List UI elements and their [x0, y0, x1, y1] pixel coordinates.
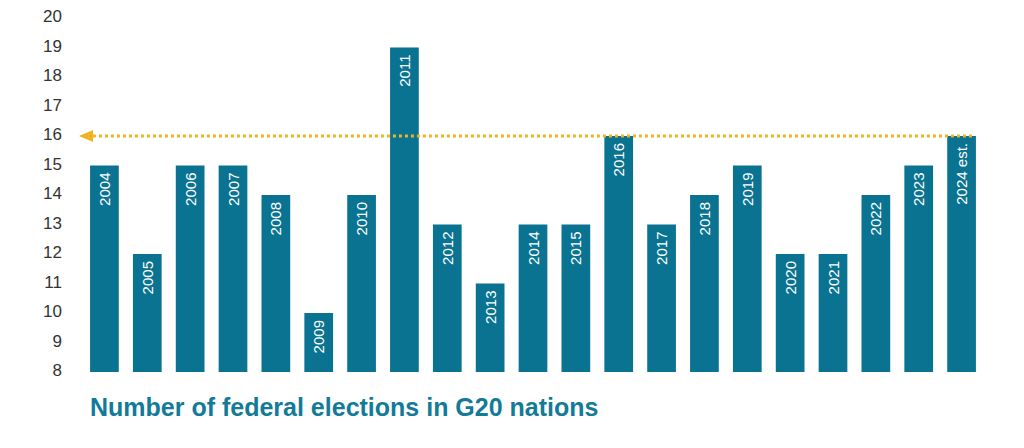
category-label: 2012 — [439, 232, 456, 265]
bar — [690, 195, 719, 372]
category-label: 2017 — [653, 232, 670, 265]
category-label: 2018 — [696, 202, 713, 235]
category-label: 2016 — [610, 143, 627, 176]
bar — [647, 225, 676, 373]
y-tick-label: 9 — [53, 332, 62, 351]
category-label: 2019 — [739, 173, 756, 206]
category-label: 2015 — [567, 232, 584, 265]
y-tick-label: 17 — [43, 96, 62, 115]
category-label: 2007 — [225, 173, 242, 206]
bar — [133, 254, 162, 372]
bar — [262, 195, 291, 372]
category-label: 2008 — [267, 202, 284, 235]
bar — [562, 225, 591, 373]
category-label: 2021 — [825, 261, 842, 294]
title: Number of federal elections in G20 natio… — [90, 393, 598, 421]
y-tick-label: 12 — [43, 243, 62, 262]
y-tick-label: 13 — [43, 214, 62, 233]
category-label: 2009 — [310, 320, 327, 353]
category-label: 2014 — [525, 232, 542, 265]
bar — [519, 225, 548, 373]
y-tick-label: 10 — [43, 302, 62, 321]
y-tick-label: 16 — [43, 125, 62, 144]
bar — [433, 225, 462, 373]
bar — [219, 166, 248, 373]
bar — [947, 136, 976, 372]
bar — [476, 284, 505, 373]
bar — [904, 166, 933, 373]
category-labels: 2004 2005 2006 2007 2008 2009 2010 2011 2012 2013… — [96, 55, 970, 354]
bar — [90, 166, 119, 373]
bars — [90, 48, 976, 373]
bar — [604, 136, 633, 372]
category-label: 2004 — [96, 173, 113, 206]
chart-container: 8 9 10 11 12 13 14 15 16 17 18 19 20 2004 2005 2006 2007… — [0, 0, 1024, 448]
y-tick-label: 18 — [43, 66, 62, 85]
category-label: 2005 — [139, 261, 156, 294]
y-tick-label: 20 — [43, 7, 62, 26]
y-tick-label: 15 — [43, 155, 62, 174]
category-label: 2022 — [867, 202, 884, 235]
y-tick-label: 14 — [43, 184, 62, 203]
chart-svg: 8 9 10 11 12 13 14 15 16 17 18 19 20 2004 2005 2006 2007… — [0, 0, 1024, 448]
category-label: 2023 — [910, 173, 927, 206]
category-label: 2020 — [782, 261, 799, 294]
category-label: 2006 — [182, 173, 199, 206]
y-axis: 8 9 10 11 12 13 14 15 16 17 18 19 20 — [43, 7, 62, 380]
bar — [176, 166, 205, 373]
y-tick-label: 8 — [53, 361, 62, 380]
bar — [862, 195, 891, 372]
reference-arrowhead — [79, 130, 93, 142]
bar — [347, 195, 376, 372]
reference-line-dotted — [93, 135, 972, 138]
bar — [819, 254, 848, 372]
reference-line — [79, 130, 972, 142]
category-label: 2024 est. — [953, 143, 970, 205]
category-label: 2011 — [396, 55, 413, 87]
category-label: 2013 — [482, 290, 499, 323]
bar — [776, 254, 805, 372]
bar — [390, 48, 419, 373]
bar — [733, 166, 762, 373]
y-tick-label: 19 — [43, 37, 62, 56]
bar — [304, 313, 333, 372]
y-tick-label: 11 — [44, 273, 62, 292]
category-label: 2010 — [353, 202, 370, 235]
